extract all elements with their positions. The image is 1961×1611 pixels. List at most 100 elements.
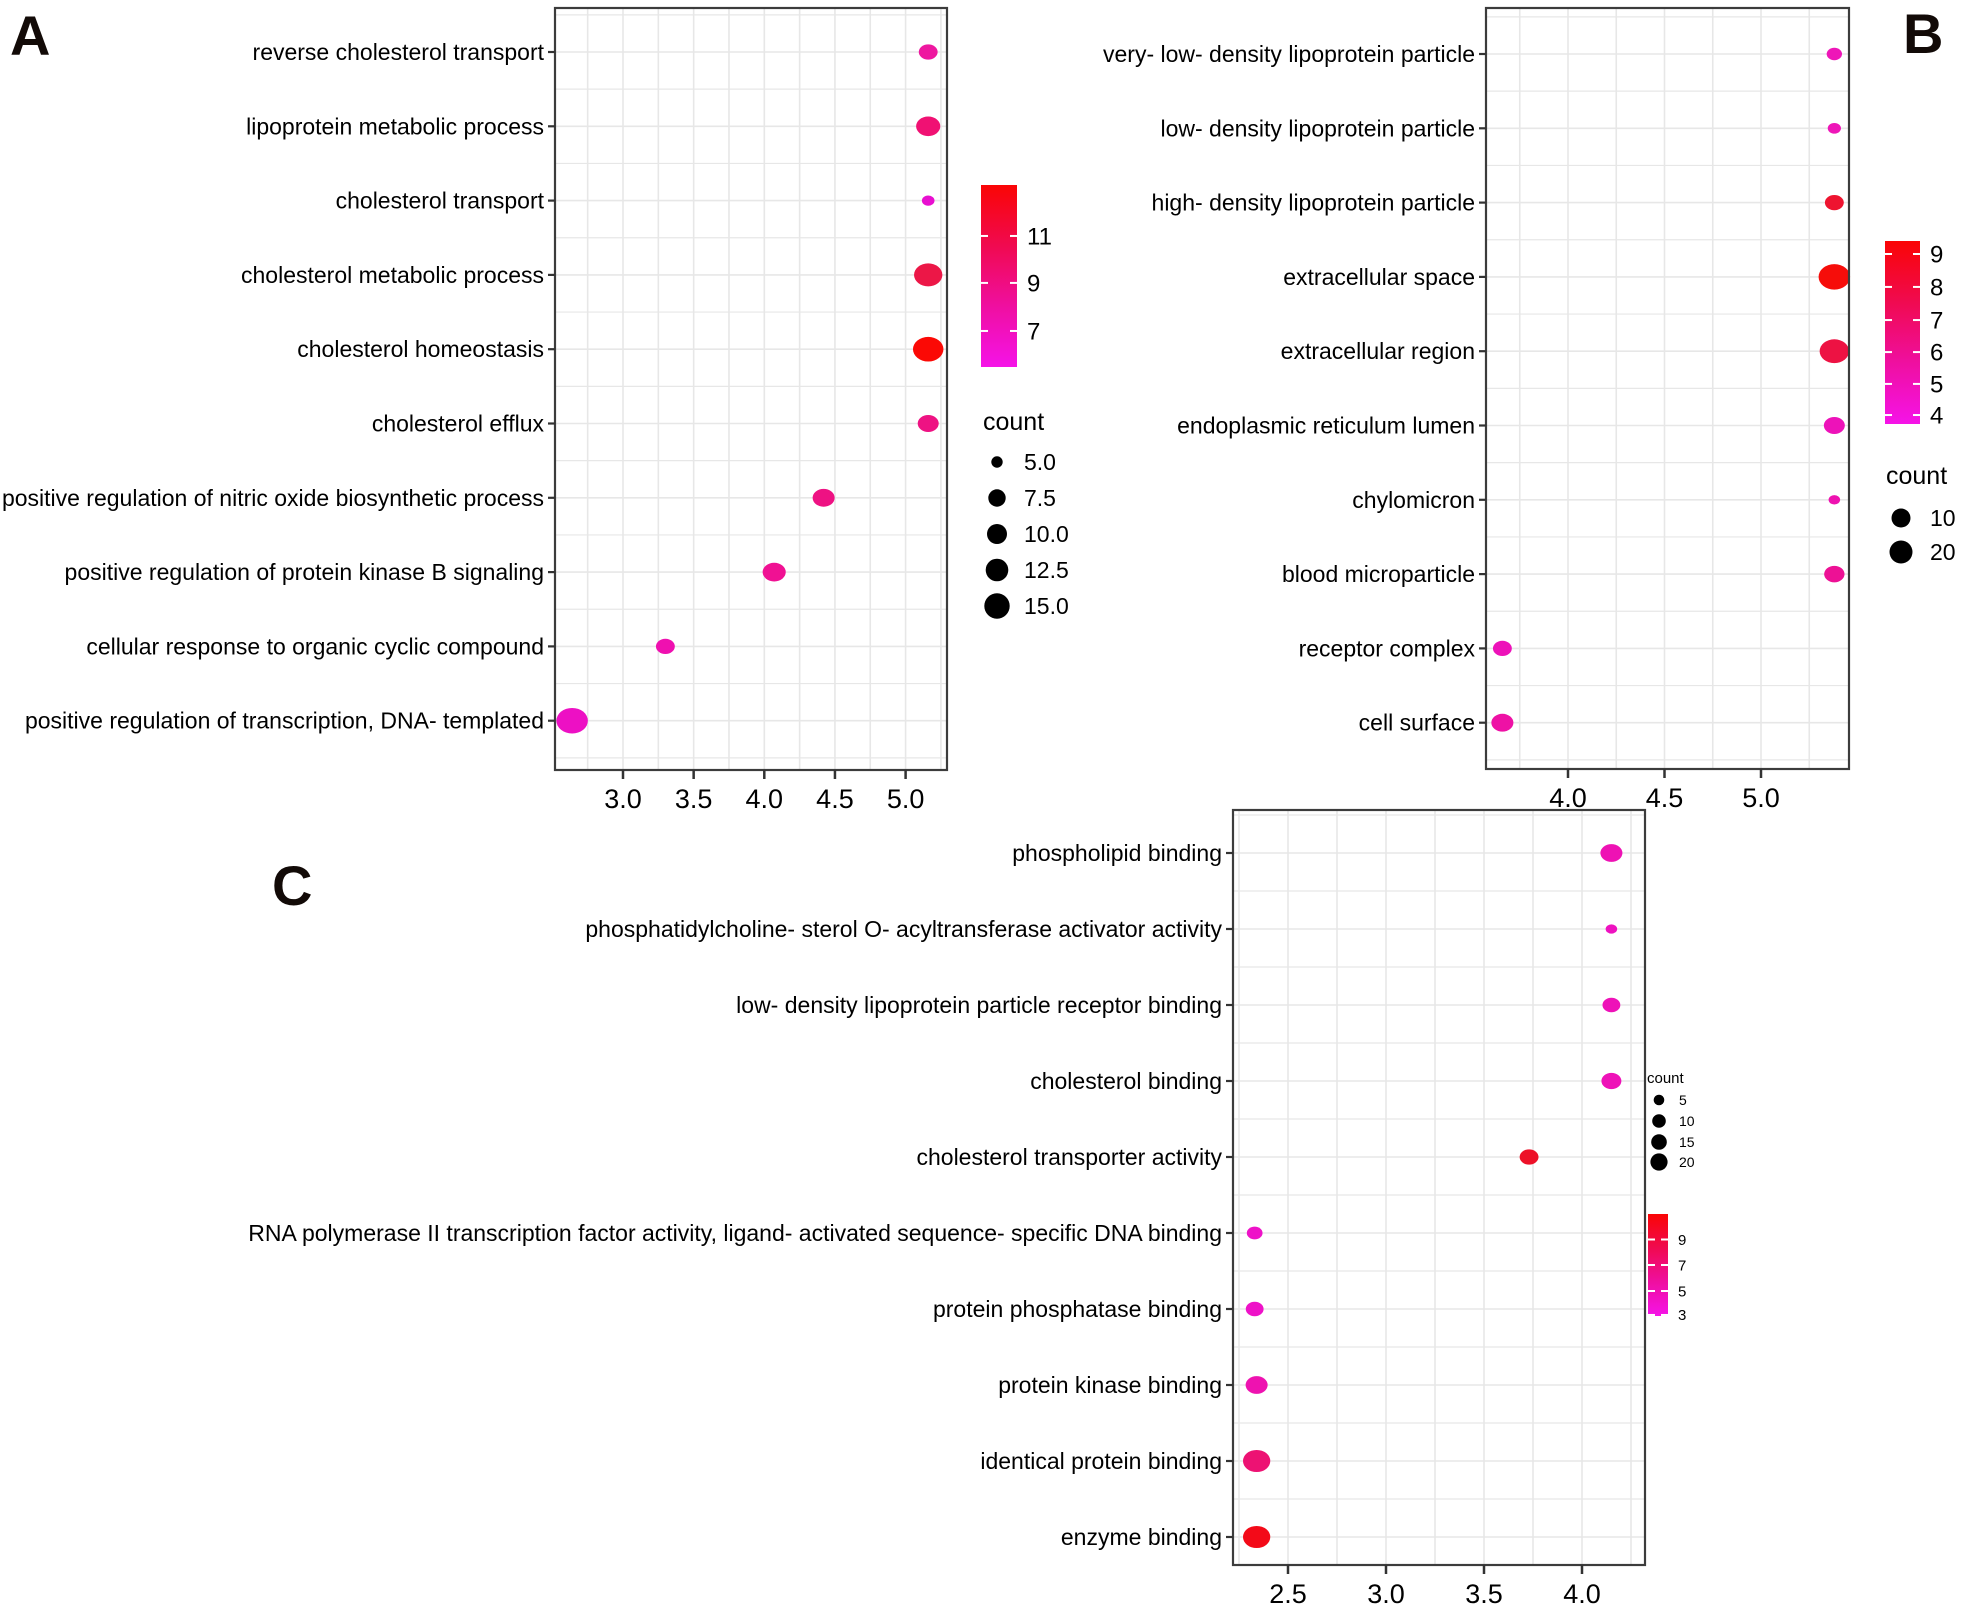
dot-cholesterol-transporter-activity (1519, 1149, 1539, 1165)
row-label: cholesterol transport (336, 188, 545, 214)
dot-lipoprotein-metabolic-process (916, 116, 941, 137)
row-label: identical protein binding (980, 1448, 1222, 1474)
colorbar-tick-label: 9 (1678, 1232, 1686, 1249)
colorbar-tick-label: 9 (1027, 270, 1040, 297)
dot-low-density-lipoprotein-particle-recepto (1602, 997, 1621, 1013)
plot-border (1484, 6, 1851, 771)
panel-c-letter: C (272, 854, 313, 917)
row-label: cholesterol transporter activity (916, 1144, 1222, 1170)
dot-cholesterol-homeostasis (912, 336, 944, 362)
dot-very-low-density-lipoprotein-particle (1826, 47, 1843, 61)
dot-extracellular-region (1819, 339, 1850, 364)
count-legend-dot (991, 456, 1003, 468)
row-label: low- density lipoprotein particle recept… (736, 992, 1222, 1018)
dot-cholesterol-efflux (917, 415, 939, 432)
dot-cholesterol-transport (921, 195, 935, 206)
count-legend-label: 5 (1679, 1092, 1687, 1108)
dot-endoplasmic-reticulum-lumen (1823, 417, 1845, 434)
row-label: low- density lipoprotein particle (1161, 115, 1476, 141)
count-legend-dot (1889, 540, 1913, 564)
x-tick-label: 5.0 (1742, 783, 1780, 813)
count-legend-title: count (1886, 462, 1947, 490)
dot-low-density-lipoprotein-particle (1827, 122, 1841, 134)
row-label: high- density lipoprotein particle (1152, 190, 1475, 216)
plot-border (553, 6, 949, 772)
row-label: cholesterol metabolic process (241, 262, 544, 288)
count-legend-title: count (983, 408, 1044, 436)
x-tick-label: 4.5 (1646, 783, 1684, 813)
dot-extracellular-space (1818, 264, 1851, 290)
x-tick-label: 5.0 (887, 784, 925, 814)
dot-positive-regulation-of-nitric-oxide-bios (812, 488, 835, 507)
x-tick-label: 2.5 (1269, 1579, 1307, 1606)
row-label: very- low- density lipoprotein particle (1103, 41, 1475, 67)
dot-cholesterol-binding (1601, 1072, 1622, 1090)
colorbar-tick-label: 5 (1930, 371, 1943, 398)
dot-cholesterol-metabolic-process (914, 263, 943, 287)
dot-identical-protein-binding (1242, 1449, 1271, 1473)
x-tick-label: 3.0 (604, 784, 642, 814)
colorbar-tick-label: 3 (1678, 1307, 1686, 1324)
row-label: cholesterol efflux (372, 411, 545, 437)
row-label: phospholipid binding (1012, 840, 1222, 866)
count-legend-dot (1650, 1153, 1668, 1171)
row-label: RNA polymerase II transcription factor a… (248, 1220, 1222, 1246)
count-legend-dot (988, 489, 1006, 507)
count-legend-label: 15 (1679, 1134, 1695, 1150)
count-legend-dot (1652, 1114, 1666, 1128)
panel-a-letter: A (10, 4, 51, 67)
dot-rna-polymerase-ii-transcription-factor-a (1246, 1226, 1263, 1240)
row-label: enzyme binding (1061, 1524, 1222, 1550)
row-label: cellular response to organic cyclic comp… (86, 633, 544, 659)
dot-high-density-lipoprotein-particle (1824, 194, 1844, 211)
count-legend-dot (987, 524, 1007, 544)
dot-blood-microparticle (1824, 565, 1845, 583)
row-label: extracellular region (1281, 338, 1475, 364)
count-legend-dot (1891, 508, 1911, 528)
count-legend-label: 10 (1679, 1113, 1695, 1129)
x-tick-label: 3.0 (1367, 1579, 1405, 1606)
row-label: protein kinase binding (998, 1372, 1222, 1398)
x-tick-label: 4.0 (746, 784, 784, 814)
count-legend-label: 20 (1930, 539, 1956, 565)
colorbar-tick-label: 7 (1930, 307, 1943, 334)
dot-cell-surface (1491, 713, 1514, 732)
colorbar (1885, 241, 1920, 424)
row-label: receptor complex (1299, 635, 1476, 661)
dot-phosphatidylcholine-sterol-o-acyltransfe (1605, 924, 1618, 934)
row-label: cholesterol binding (1030, 1068, 1222, 1094)
x-tick-label: 3.5 (1465, 1579, 1503, 1606)
count-legend-title: count (1647, 1070, 1685, 1087)
count-legend-label: 12.5 (1024, 557, 1069, 583)
count-legend-label: 20 (1679, 1154, 1695, 1170)
count-legend-dot (985, 558, 1009, 582)
colorbar-tick-label: 7 (1027, 318, 1040, 345)
dot-cellular-response-to-organic-cyclic-comp (655, 638, 675, 655)
row-label: cell surface (1359, 710, 1475, 736)
x-tick-label: 4.5 (816, 784, 854, 814)
colorbar-tick-label: 7 (1678, 1257, 1686, 1274)
x-tick-label: 4.0 (1549, 783, 1587, 813)
row-label: positive regulation of transcription, DN… (25, 708, 544, 734)
panel-b: 4.0 4.5 5.0 very- low- density lipoprotein … (1103, 6, 1956, 813)
dot-chylomicron (1828, 495, 1841, 505)
dot-positive-regulation-of-protein-kinase-b- (762, 562, 786, 582)
colorbar-tick-label: 9 (1930, 241, 1943, 268)
row-label: phosphatidylcholine- sterol O- acyltrans… (585, 916, 1222, 942)
colorbar (981, 185, 1017, 367)
colorbar-tick-label: 11 (1027, 223, 1052, 250)
count-legend-label: 7.5 (1024, 485, 1056, 511)
colorbar-tick-label: 6 (1930, 339, 1943, 366)
plot-border (1231, 808, 1647, 1567)
row-label: cholesterol homeostasis (297, 336, 544, 362)
dot-phospholipid-binding (1600, 844, 1623, 862)
row-label: extracellular space (1283, 264, 1475, 290)
plot-background (555, 8, 947, 770)
count-legend-label: 10.0 (1024, 521, 1069, 547)
count-legend-dot (1653, 1094, 1665, 1106)
panel-b-letter: B (1903, 2, 1944, 65)
panel-a: 3.0 3.5 4.0 4.5 5.0 reverse cholesterol trans… (2, 6, 1069, 814)
x-tick-label: 3.5 (675, 784, 713, 814)
